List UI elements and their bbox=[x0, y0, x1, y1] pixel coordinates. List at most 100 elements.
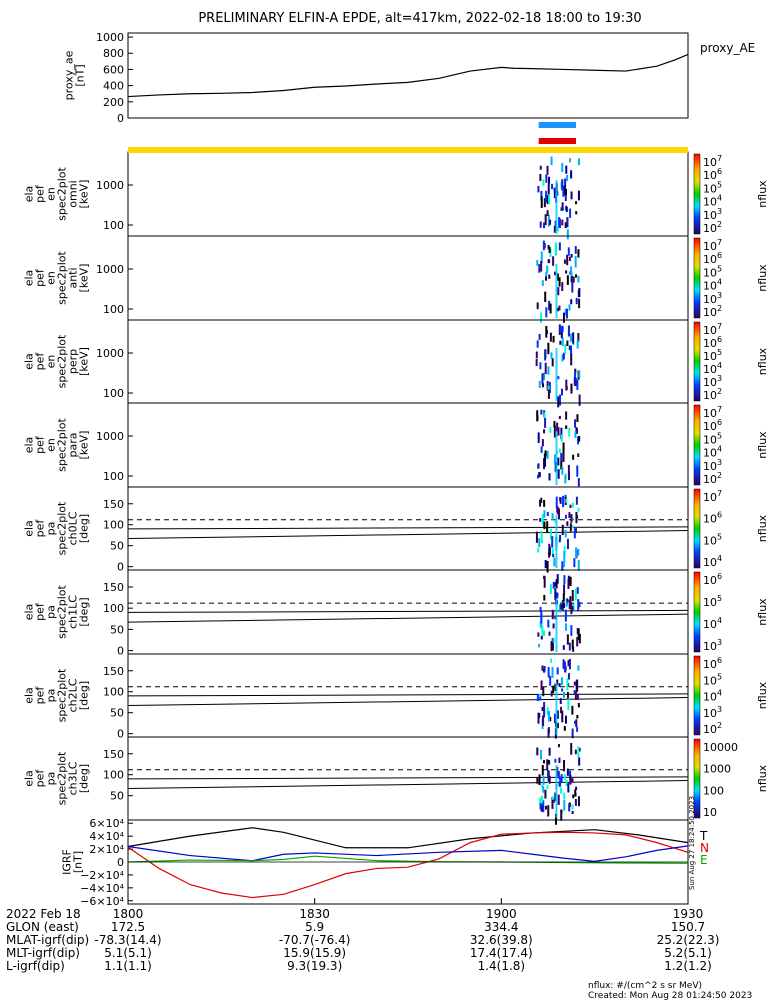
spectrogram-cell bbox=[566, 174, 569, 182]
spectrogram-cell bbox=[549, 303, 552, 314]
spectrogram-cell bbox=[566, 340, 569, 347]
ylabel-line: ch1LC bbox=[67, 595, 80, 629]
spectrogram-cell bbox=[540, 749, 543, 760]
spectrogram-cell bbox=[558, 305, 561, 311]
spectrogram-cell bbox=[556, 226, 559, 232]
spectrogram-cell bbox=[564, 514, 567, 519]
ylabel-line: en bbox=[45, 271, 58, 285]
spectrogram-cell bbox=[566, 691, 569, 700]
ylabel-line: pa bbox=[45, 772, 58, 786]
spectrogram-cell bbox=[560, 604, 563, 610]
ytick-label: 6×10⁴ bbox=[89, 817, 124, 830]
ytick-label: 4×10⁴ bbox=[89, 830, 124, 843]
ytick-label: 150 bbox=[103, 748, 124, 761]
ylabel-line: [deg] bbox=[78, 597, 91, 626]
spectrogram-cell bbox=[547, 619, 550, 628]
spectrogram-cell bbox=[558, 415, 561, 420]
spectrogram-cell bbox=[542, 776, 545, 785]
ylabel-line: pef bbox=[34, 268, 47, 287]
spectrogram-cell bbox=[575, 786, 578, 791]
spectrogram-cell bbox=[565, 411, 568, 420]
spectrogram-cell bbox=[548, 775, 551, 784]
spectrogram-cell bbox=[539, 173, 542, 182]
spectrogram-cell bbox=[548, 246, 551, 253]
ylabel-line: [keV] bbox=[78, 180, 91, 209]
spectrogram-cell bbox=[551, 183, 554, 190]
ylabel-line: [deg] bbox=[78, 764, 91, 793]
ytick-label: 1000 bbox=[96, 263, 124, 276]
spectrogram-cell bbox=[541, 796, 544, 803]
spectrogram-cell bbox=[555, 813, 558, 825]
spectrogram-cell bbox=[575, 496, 578, 505]
spectrogram-cell bbox=[566, 254, 569, 266]
spectrogram-cell bbox=[542, 240, 545, 251]
spectrogram-cell bbox=[547, 366, 550, 375]
colorbar-tick: 103 bbox=[703, 705, 722, 720]
ytick-label: 100 bbox=[103, 219, 124, 232]
spectrogram-cell bbox=[577, 548, 580, 556]
spectrogram-cell bbox=[577, 796, 580, 807]
spectrogram-cell bbox=[541, 625, 544, 636]
spectrogram-cell bbox=[549, 528, 552, 540]
colorbar-label: nflux bbox=[756, 598, 769, 626]
spectrogram-cell bbox=[540, 446, 543, 453]
colorbar-strip bbox=[693, 738, 701, 819]
spectrogram-cell bbox=[547, 769, 550, 778]
axis-row-label: L-igrf(dip) bbox=[6, 959, 65, 973]
spectrogram-cell bbox=[568, 345, 571, 351]
panel-frame bbox=[127, 319, 689, 404]
flux-units: nflux: #/(cm^2 s sr MeV) bbox=[588, 981, 702, 991]
ylabel-line: pa bbox=[45, 522, 58, 536]
spectrogram-cell bbox=[537, 632, 540, 637]
spectrogram-cell bbox=[545, 190, 548, 203]
spectrogram-cell bbox=[540, 312, 543, 323]
spectrogram-cell bbox=[555, 496, 558, 508]
axis-row-value: 1.1(1.1) bbox=[104, 959, 152, 973]
colorbar-strip bbox=[693, 655, 701, 736]
spectrogram-cell bbox=[570, 742, 573, 755]
panel-frame bbox=[127, 151, 689, 237]
spectrogram-cell bbox=[541, 784, 544, 788]
colorbar-tick: 105 bbox=[703, 180, 722, 195]
spectrogram-cell bbox=[547, 259, 550, 264]
ytick-label: 50 bbox=[110, 623, 124, 636]
ylabel-line: [nT] bbox=[74, 64, 87, 86]
spectrogram-cell bbox=[565, 206, 568, 213]
colorbar-tick: 1000 bbox=[703, 763, 731, 776]
ylabel-line: pa bbox=[45, 605, 58, 619]
spectrogram-cell bbox=[576, 714, 579, 719]
ytick-label: 2×10⁴ bbox=[89, 843, 124, 856]
spectrogram-cell bbox=[546, 707, 549, 716]
spectrogram-cell bbox=[553, 425, 556, 438]
spectrogram-cell bbox=[576, 679, 579, 692]
spectrogram-cell bbox=[543, 453, 546, 462]
spectrogram-cell bbox=[575, 428, 578, 434]
status-bar bbox=[128, 147, 688, 153]
spectrogram-cell bbox=[562, 561, 565, 568]
spectrogram-cell bbox=[569, 333, 572, 342]
spectrogram-cell bbox=[577, 559, 580, 571]
created-stamp: Created: Mon Aug 28 01:24:50 2023 bbox=[588, 991, 752, 1000]
colorbar-strip bbox=[693, 153, 701, 235]
colorbar-tick: 104 bbox=[703, 361, 722, 376]
spectrogram-cell bbox=[539, 165, 542, 170]
axis-row-value: 1830 bbox=[299, 907, 330, 921]
spectrogram-cell bbox=[538, 643, 541, 648]
ylabel-line: spec2plot bbox=[56, 251, 69, 305]
spectrogram-cell bbox=[570, 602, 573, 615]
ylabel-line: IGRF bbox=[61, 849, 74, 875]
spectrogram-cell bbox=[571, 525, 574, 529]
spectrogram-cell bbox=[577, 249, 580, 258]
ylabel-line: omni bbox=[67, 180, 80, 207]
axis-row-label: MLT-igrf(dip) bbox=[6, 946, 80, 960]
spectrogram-cell bbox=[552, 623, 555, 629]
ylabel-line: [keV] bbox=[78, 347, 91, 376]
ylabel-line: pef bbox=[34, 686, 47, 705]
ytick-label: 400 bbox=[103, 80, 124, 93]
spectrogram-cell bbox=[546, 165, 549, 175]
spectrogram-cell bbox=[575, 719, 578, 728]
ylabel-line: [keV] bbox=[78, 264, 91, 293]
